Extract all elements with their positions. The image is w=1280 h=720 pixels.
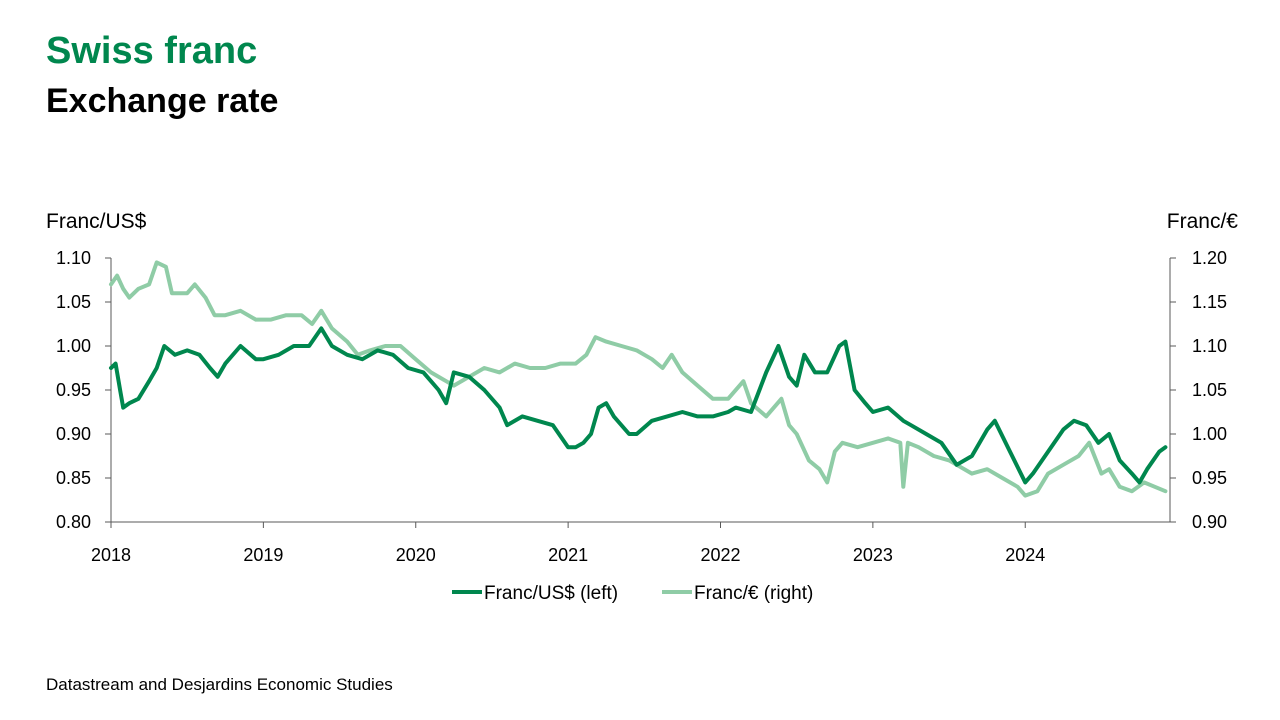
series-line-franc-eur [109,260,1168,498]
left-tick-label: 0.90 [56,424,91,444]
right-tick-label: 1.20 [1192,248,1227,268]
legend-label: Franc/€ (right) [694,583,813,604]
left-tick-label: 1.10 [56,248,91,268]
left-tick-label: 1.00 [56,336,91,356]
x-tick-label: 2019 [243,545,283,565]
x-tick-label: 2022 [700,545,740,565]
right-axis-title: Franc/€ [1167,210,1239,233]
chart-legend: Franc/US$ (left) Franc/€ (right) [452,583,813,604]
right-tick-label: 1.10 [1192,336,1227,356]
x-tick-label: 2024 [1005,545,1045,565]
left-tick-label: 0.85 [56,468,91,488]
x-tick-label: 2023 [853,545,893,565]
right-tick-label: 1.15 [1192,292,1227,312]
chart-axes: 0.80 0.85 0.90 0.95 1.00 1.05 1.10 0.90 0.95 1.00… [56,248,1227,565]
left-tick-label: 1.05 [56,292,91,312]
left-tick-label: 0.80 [56,512,91,532]
right-tick-label: 1.05 [1192,380,1227,400]
left-tick-label: 0.95 [56,380,91,400]
series-layer [109,260,1168,498]
series-line-franc-usd [109,326,1168,485]
x-tick-label: 2020 [396,545,436,565]
source-note: Datastream and Desjardins Economic Studi… [46,675,393,694]
page-subtitle: Exchange rate [46,82,279,120]
right-tick-label: 0.95 [1192,468,1227,488]
x-tick-label: 2021 [548,545,588,565]
left-axis-title: Franc/US$ [46,210,147,233]
legend-label: Franc/US$ (left) [484,583,618,604]
page-title: Swiss franc [46,30,258,72]
x-tick-label: 2018 [91,545,131,565]
right-tick-label: 0.90 [1192,512,1227,532]
right-tick-label: 1.00 [1192,424,1227,444]
